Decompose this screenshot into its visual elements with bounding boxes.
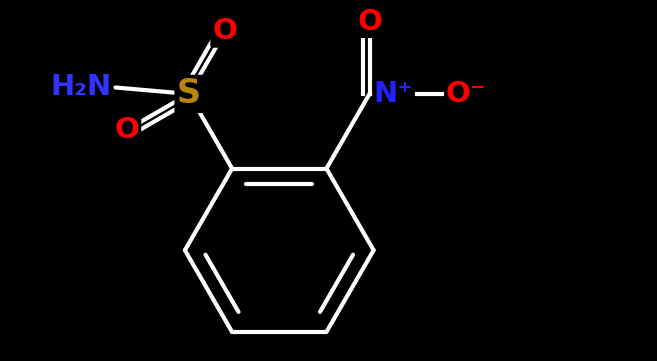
Text: O⁻: O⁻ — [446, 80, 486, 108]
Text: N⁺: N⁺ — [374, 80, 413, 108]
Text: O: O — [213, 17, 238, 45]
Text: H₂N: H₂N — [50, 74, 111, 101]
Text: S: S — [177, 77, 201, 110]
Text: O: O — [357, 8, 382, 36]
Text: O: O — [114, 116, 139, 144]
